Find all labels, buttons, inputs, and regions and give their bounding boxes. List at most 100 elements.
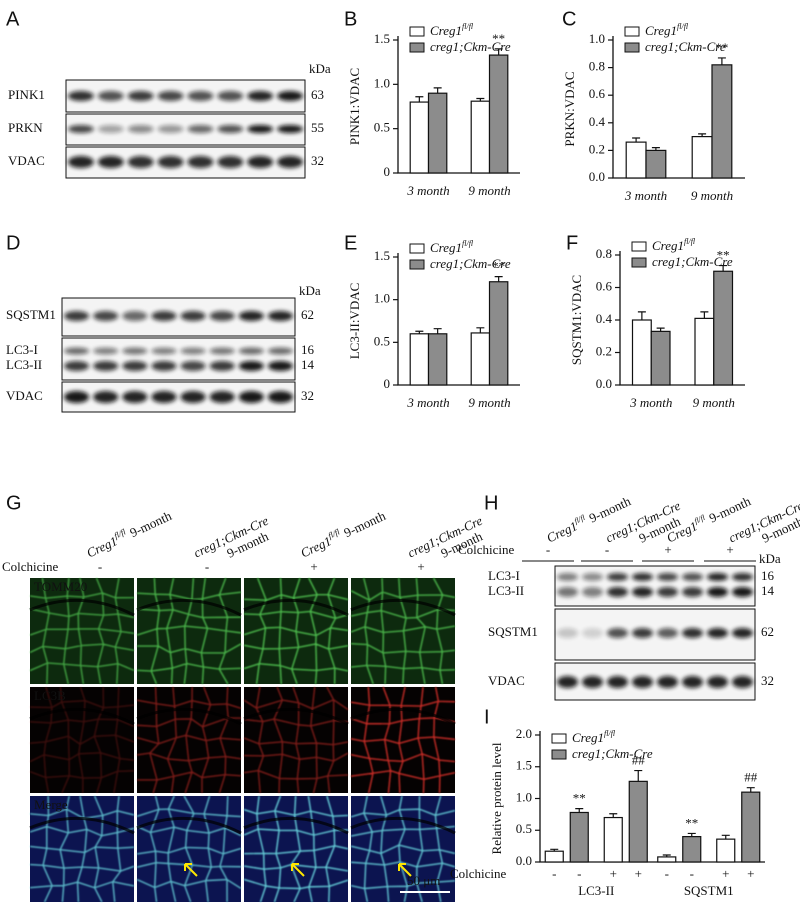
panel-letter: G <box>6 492 22 514</box>
bar <box>427 333 448 386</box>
blot-band <box>122 311 148 321</box>
blot-band <box>277 91 303 101</box>
y-tick-label: 0.4 <box>596 311 613 326</box>
size-label: 62 <box>761 624 774 639</box>
legend-label: Creg1fl/fl <box>652 237 696 253</box>
bar <box>694 317 715 386</box>
x-tick-label: 3 month <box>629 395 672 410</box>
blot-band <box>582 628 603 638</box>
blot-band <box>64 361 90 371</box>
y-tick-label: 0.5 <box>374 120 390 135</box>
blot-band <box>187 125 214 133</box>
treatment-sign: - <box>546 542 550 557</box>
blot-band <box>187 91 214 101</box>
blot-band <box>180 391 206 403</box>
treatment-label: Colchicine <box>450 866 507 881</box>
error-bar <box>433 87 442 94</box>
significance: ** <box>715 40 728 55</box>
blot-band <box>122 347 148 355</box>
y-axis-label: PRKN:VDAC <box>562 71 577 146</box>
x-tick-label: 9 month <box>691 188 733 203</box>
y-tick-label: 1.0 <box>374 291 390 306</box>
error-bar <box>651 147 660 151</box>
legend-label: creg1;Ckm-Cre <box>645 39 726 54</box>
row-label: PINK1 <box>8 87 45 102</box>
size-label: 14 <box>761 583 775 598</box>
size-label: 32 <box>301 388 314 403</box>
row-label: LC3-II <box>488 583 524 598</box>
bar <box>488 54 509 174</box>
blot-band <box>632 573 653 581</box>
bar <box>657 856 677 863</box>
blot-band <box>209 361 235 371</box>
bar <box>488 281 509 386</box>
legend-swatch <box>624 42 640 53</box>
vessel <box>29 598 135 617</box>
condition-sign: + <box>610 866 617 881</box>
legend-swatch <box>409 26 425 37</box>
row-label: LC3-I <box>488 568 520 583</box>
legend-label: creg1;Ckm-Cre <box>430 39 511 54</box>
blot-band <box>682 628 703 638</box>
legend-name: Creg1 <box>645 23 677 38</box>
x-tick-label: 3 month <box>406 395 449 410</box>
blot-box <box>61 337 296 381</box>
row-label: VDAC <box>8 153 45 168</box>
strain-suffix: 9-month <box>341 508 388 540</box>
panel-letter: C <box>562 8 576 30</box>
blot-band <box>732 628 753 638</box>
legend-sup: fl/fl <box>462 239 474 248</box>
blot-band <box>247 156 274 168</box>
panel-letter: B <box>344 8 357 30</box>
y-axis-label: SQSTM1:VDAC <box>569 275 584 365</box>
error-bar <box>662 854 671 857</box>
treatment-label: Colchicine <box>458 542 515 557</box>
blot-band <box>267 347 293 355</box>
bar <box>713 270 734 386</box>
y-tick-label: 0.8 <box>589 59 605 74</box>
bar <box>409 101 430 174</box>
error-bar <box>632 137 641 143</box>
blot-band <box>247 91 274 101</box>
legend-label: Creg1fl/fl <box>572 729 616 745</box>
treatment-sign: + <box>664 542 671 557</box>
significance: ## <box>632 753 646 768</box>
bar <box>711 64 733 179</box>
significance: ** <box>492 31 505 46</box>
strain-suffix: 9-month <box>127 508 174 540</box>
vessel <box>243 598 349 617</box>
vessel <box>29 816 135 835</box>
legend-sup: fl/fl <box>684 237 696 246</box>
size-label: 16 <box>301 342 315 357</box>
vessel <box>136 707 242 726</box>
condition-sign: - <box>665 866 669 881</box>
y-tick-label: 0.0 <box>596 376 612 391</box>
row-label: SQSTM1 <box>488 624 538 639</box>
blot-band <box>180 311 206 321</box>
strain-sup: fl/fl <box>112 526 127 540</box>
blot-band <box>607 587 628 597</box>
treatment-sign: - <box>205 559 209 574</box>
bar <box>427 92 448 174</box>
size-label: 16 <box>761 568 775 583</box>
y-tick-label: 0.2 <box>589 141 605 156</box>
blot-band <box>607 573 628 581</box>
micrograph <box>244 796 348 902</box>
y-tick-label: 2.0 <box>516 726 532 741</box>
error-bar <box>609 813 618 818</box>
size-label: 32 <box>761 673 774 688</box>
panel-letter: A <box>6 8 20 30</box>
bar <box>409 333 430 386</box>
row-label: VDAC <box>6 388 43 403</box>
arrow <box>398 863 412 877</box>
legend-name: Creg1 <box>430 23 462 38</box>
y-tick-label: 0.0 <box>589 169 605 184</box>
blot-band <box>93 347 119 355</box>
bar <box>569 811 589 863</box>
blot-band <box>732 676 753 688</box>
size-label: 55 <box>311 120 324 135</box>
blot-band <box>607 628 628 638</box>
cell-boundary <box>350 577 456 685</box>
y-tick-label: 0 <box>384 376 391 391</box>
y-tick-label: 1.0 <box>589 31 605 46</box>
